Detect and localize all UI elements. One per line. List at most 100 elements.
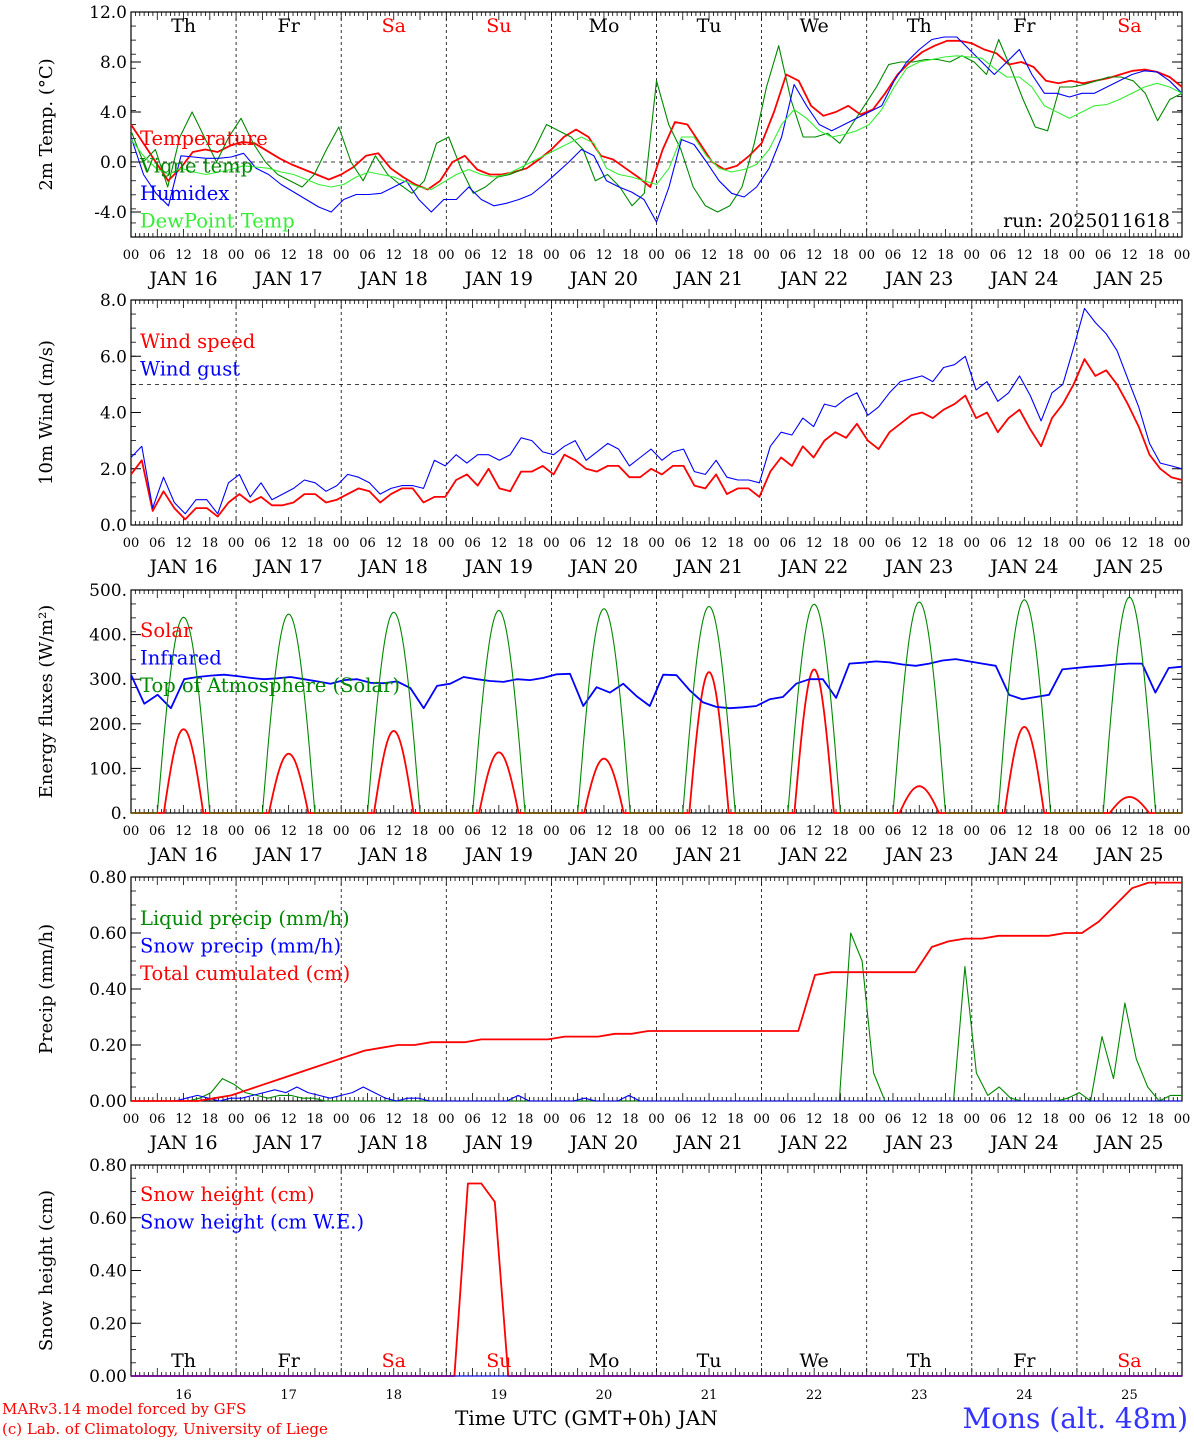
hour-tick-label: 00	[228, 536, 245, 551]
hour-tick-label: 12	[491, 536, 508, 551]
hour-tick-label: 12	[175, 536, 192, 551]
date-label: JAN 18	[358, 556, 428, 578]
hour-tick-label: 00	[964, 536, 981, 551]
hour-tick-label: 00	[333, 248, 350, 263]
hour-tick-label: 06	[254, 248, 271, 263]
day-number-label: 23	[911, 1388, 928, 1403]
date-label: JAN 23	[883, 844, 953, 866]
hour-tick-label: 06	[359, 536, 376, 551]
day-number-label: 20	[596, 1388, 613, 1403]
date-label: JAN 16	[147, 268, 217, 290]
hour-tick-label: 18	[1147, 824, 1164, 839]
hour-tick-label: 06	[675, 248, 692, 263]
y-tick-label: 8.0	[100, 291, 127, 311]
weekday-label: Su	[486, 1350, 511, 1372]
model-credit: MARv3.14 model forced by GFS	[2, 1400, 247, 1418]
hour-tick-label: 00	[753, 536, 770, 551]
hour-tick-label: 12	[491, 248, 508, 263]
hour-tick-label: 06	[464, 248, 481, 263]
hour-tick-label: 00	[123, 824, 140, 839]
hour-tick-label: 18	[832, 248, 849, 263]
hour-tick-label: 00	[964, 824, 981, 839]
legend-item: Snow height (cm)	[140, 1183, 315, 1206]
hour-tick-label: 00	[858, 536, 875, 551]
hour-tick-label: 18	[727, 824, 744, 839]
series-total-cumulated-cm	[131, 881, 1182, 1102]
date-label: JAN 19	[463, 844, 533, 866]
hour-tick-label: 00	[228, 248, 245, 263]
hour-tick-label: 12	[385, 824, 402, 839]
hour-tick-label: 00	[753, 248, 770, 263]
hour-tick-label: 00	[858, 1112, 875, 1127]
hour-tick-label: 12	[596, 824, 613, 839]
hour-tick-label: 00	[333, 824, 350, 839]
hour-tick-label: 18	[307, 536, 324, 551]
y-tick-label: 200.	[89, 715, 127, 735]
hour-tick-label: 00	[123, 1112, 140, 1127]
hour-tick-label: 00	[1174, 1112, 1191, 1127]
hour-tick-label: 12	[596, 536, 613, 551]
hour-tick-label: 18	[202, 536, 219, 551]
hour-tick-label: 12	[1121, 824, 1138, 839]
weekday-label: Sa	[382, 15, 406, 37]
series-vigne-temp	[130, 38, 1183, 213]
date-label: JAN 21	[673, 844, 743, 866]
hour-tick-label: 18	[727, 536, 744, 551]
date-label: JAN 16	[147, 844, 217, 866]
hour-tick-label: 12	[1121, 248, 1138, 263]
weekday-label: Tu	[697, 1350, 722, 1372]
legend-item: Snow height (cm W.E.)	[140, 1211, 364, 1234]
hour-tick-label: 00	[1069, 1112, 1086, 1127]
y-axis-title-2: 10m Wind (m/s)	[36, 340, 57, 485]
y-tick-label: 8.0	[100, 53, 127, 73]
series-dewpoint-temp	[130, 55, 1183, 191]
date-label: JAN 19	[463, 556, 533, 578]
legend-item: Wind speed	[140, 330, 255, 353]
y-tick-label: 0.	[111, 804, 127, 824]
y-axis-title-5: Snow height (cm)	[36, 1190, 57, 1351]
hour-tick-label: 06	[1095, 1112, 1112, 1127]
weekday-label: Su	[486, 15, 511, 37]
legend-item: Solar	[140, 619, 193, 642]
hour-tick-label: 00	[1069, 248, 1086, 263]
hour-tick-label: 00	[543, 536, 560, 551]
hour-tick-label: 18	[517, 536, 534, 551]
date-label: JAN 24	[988, 1132, 1058, 1154]
hour-tick-label: 18	[1147, 1112, 1164, 1127]
y-tick-label: 0.0	[100, 153, 127, 173]
hour-tick-label: 12	[806, 824, 823, 839]
y-tick-label: 0.20	[89, 1036, 127, 1056]
hour-tick-label: 12	[1016, 248, 1033, 263]
hour-tick-label: 12	[911, 248, 928, 263]
hour-tick-label: 12	[806, 1112, 823, 1127]
hour-tick-label: 00	[438, 1112, 455, 1127]
hour-tick-label: 00	[753, 824, 770, 839]
hour-tick-label: 06	[675, 536, 692, 551]
hour-tick-label: 12	[701, 1112, 718, 1127]
hour-tick-label: 06	[780, 248, 797, 263]
hour-tick-label: 12	[1016, 536, 1033, 551]
legend-item: Wind gust	[140, 358, 240, 381]
hour-tick-label: 06	[885, 248, 902, 263]
hour-tick-label: 06	[254, 1112, 271, 1127]
y-axis-title-1: 2m Temp. (°C)	[36, 58, 57, 190]
weekday-label: Th	[171, 15, 196, 37]
hour-tick-label: 00	[1174, 824, 1191, 839]
hour-tick-label: 18	[202, 824, 219, 839]
date-label: JAN 22	[778, 844, 848, 866]
weekday-label: Th	[907, 1350, 932, 1372]
hour-tick-label: 00	[964, 248, 981, 263]
date-label: JAN 22	[778, 1132, 848, 1154]
date-label: JAN 23	[883, 1132, 953, 1154]
y-tick-label: 4.0	[100, 103, 127, 123]
hour-tick-label: 06	[1095, 536, 1112, 551]
date-label: JAN 24	[988, 268, 1058, 290]
date-label: JAN 24	[988, 844, 1058, 866]
date-label: JAN 25	[1093, 1132, 1163, 1154]
y-tick-label: 4.0	[100, 404, 127, 424]
hour-tick-label: 00	[438, 248, 455, 263]
y-tick-label: 300.	[89, 670, 127, 690]
legend-item: Snow precip (mm/h)	[140, 935, 341, 958]
hour-tick-label: 06	[885, 536, 902, 551]
hour-tick-label: 12	[175, 824, 192, 839]
